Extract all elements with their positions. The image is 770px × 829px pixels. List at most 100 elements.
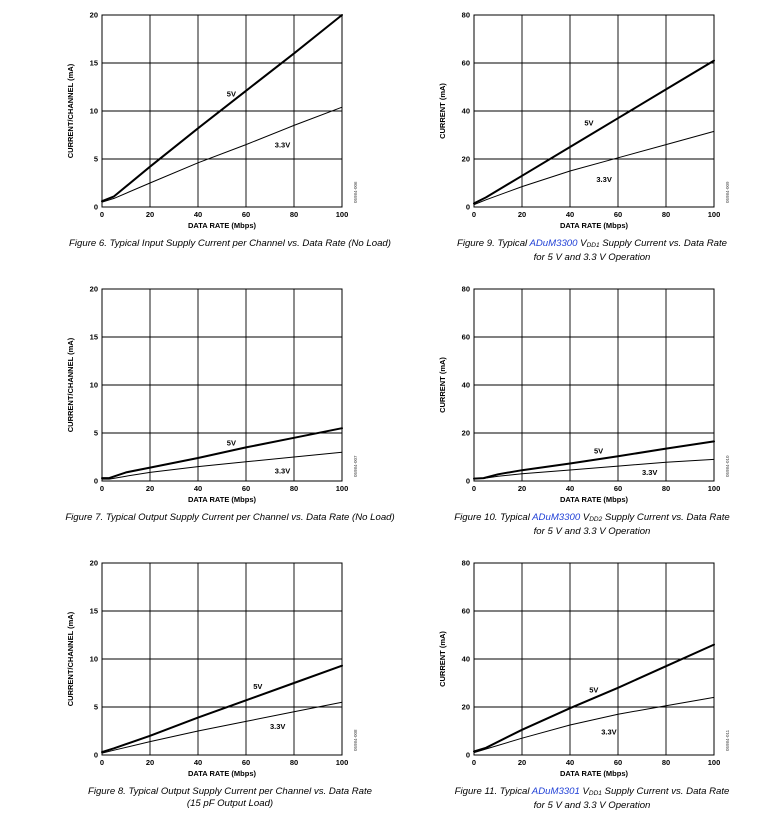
caption-line-1: Figure 9. Typical ADuM3300 VDD1 Supply C…	[412, 238, 770, 252]
series-line-5v	[473, 643, 715, 753]
y-tick-label: 40	[462, 381, 470, 390]
x-tick-label: 60	[614, 210, 622, 219]
y-tick-label: 60	[462, 333, 470, 342]
y-tick-label: 60	[462, 607, 470, 616]
y-tick-label: 0	[94, 751, 98, 760]
x-tick-label: 0	[472, 758, 476, 767]
y-tick-label: 0	[466, 203, 470, 212]
x-tick-label: 40	[566, 484, 574, 493]
x-axis-label: DATA RATE (Mbps)	[560, 495, 629, 504]
y-tick-label: 20	[462, 155, 470, 164]
caption-line-2: for 5 V and 3.3 V Operation	[533, 252, 651, 263]
x-tick-label: 0	[472, 210, 476, 219]
y-tick-label: 10	[90, 107, 98, 116]
part-number-link[interactable]: ADuM3301	[531, 786, 580, 797]
x-tick-label: 40	[194, 758, 202, 767]
y-axis-label: CURRENT (mA)	[438, 83, 447, 139]
chart-3: 0 20 40 60 80 100 0 5 10 15 20 DATA RATE (Mbps) CURR…	[66, 285, 358, 504]
y-tick-label: 80	[462, 285, 470, 294]
x-tick-label: 80	[290, 484, 298, 493]
figure-caption: Figure 9. Typical ADuM3300 VDD1 Supply C…	[412, 238, 770, 264]
caption-text: Typical	[497, 238, 530, 249]
caption-text: V	[577, 238, 587, 249]
x-axis-label: DATA RATE (Mbps)	[188, 769, 257, 778]
x-tick-label: 0	[100, 758, 104, 767]
figure-caption: Figure 11. Typical ADuM3301 VDD1 Supply …	[412, 786, 770, 812]
caption-line-2: for 5 V and 3.3 V Operation	[533, 800, 651, 811]
file-id: 05984-006	[353, 181, 358, 203]
series-label-3_3v: 3.3V	[270, 722, 285, 731]
y-tick-label: 5	[94, 429, 98, 438]
x-tick-label: 40	[194, 210, 202, 219]
y-tick-label: 0	[94, 477, 98, 486]
x-tick-label: 0	[472, 484, 476, 493]
y-tick-label: 20	[462, 429, 470, 438]
y-tick-label: 40	[462, 655, 470, 664]
caption-text: Supply Current vs. Data Rate	[602, 512, 730, 523]
caption-text: DD1	[588, 790, 602, 797]
series-label-5v: 5V	[253, 682, 262, 691]
series-label-3_3v: 3.3V	[601, 728, 616, 737]
x-tick-label: 20	[146, 210, 154, 219]
series-label-5v: 5V	[584, 118, 593, 127]
plot-frame	[101, 14, 343, 208]
file-id: 05984-010	[725, 455, 730, 477]
y-tick-label: 5	[94, 155, 98, 164]
y-tick-label: 20	[90, 11, 98, 20]
x-tick-label: 40	[194, 484, 202, 493]
y-axis-label: CURRENT (mA)	[438, 631, 447, 687]
y-axis-label: CURRENT/CHANNEL (mA)	[66, 63, 75, 158]
y-tick-label: 80	[462, 11, 470, 20]
x-tick-label: 80	[662, 210, 670, 219]
x-axis-label: DATA RATE (Mbps)	[188, 495, 257, 504]
x-tick-label: 100	[708, 758, 721, 767]
caption-text: Typical Output Supply Current per Channe…	[105, 512, 395, 523]
figure-number: Figure 7.	[65, 512, 106, 523]
caption-line-2: for 5 V and 3.3 V Operation	[533, 526, 651, 537]
x-tick-label: 20	[146, 758, 154, 767]
series-line-3_3v	[473, 130, 715, 206]
series-label-3_3v: 3.3V	[596, 175, 611, 184]
caption-text: V	[579, 786, 589, 797]
y-tick-label: 15	[90, 59, 98, 68]
y-tick-label: 15	[90, 607, 98, 616]
y-tick-label: 5	[94, 703, 98, 712]
x-tick-label: 20	[518, 210, 526, 219]
series-label-5v: 5V	[227, 90, 236, 99]
x-tick-label: 100	[708, 484, 721, 493]
part-number-link[interactable]: ADuM3300	[532, 512, 581, 523]
x-tick-label: 20	[518, 758, 526, 767]
y-tick-label: 20	[90, 285, 98, 294]
caption-text: V	[580, 512, 590, 523]
series-line-5v	[101, 14, 343, 203]
figure-number: Figure 9.	[456, 238, 498, 249]
caption-text: DD1	[586, 242, 600, 249]
x-axis-label: DATA RATE (Mbps)	[188, 221, 257, 230]
series-label-3_3v: 3.3V	[642, 468, 657, 477]
series-line-5v	[473, 440, 715, 480]
series-line-3_3v	[473, 696, 715, 754]
figure-caption: Figure 7. Typical Output Supply Current …	[40, 512, 420, 524]
y-tick-label: 10	[90, 381, 98, 390]
x-tick-label: 60	[614, 758, 622, 767]
file-id: 05984-007	[353, 455, 358, 477]
figure-number: Figure 11.	[454, 786, 500, 797]
series-line-3_3v	[101, 106, 343, 203]
chart-1: 0 20 40 60 80 100 0 5 10 15 20 DATA RATE (Mbps) CURR…	[66, 11, 358, 230]
series-line-3_3v	[101, 451, 343, 480]
x-tick-label: 100	[336, 484, 349, 493]
y-tick-label: 20	[90, 559, 98, 568]
x-tick-label: 20	[146, 484, 154, 493]
y-tick-label: 20	[462, 703, 470, 712]
x-tick-label: 40	[566, 758, 574, 767]
figure-caption: Figure 6. Typical Input Supply Current p…	[40, 238, 420, 250]
x-tick-label: 60	[242, 210, 250, 219]
plot-frame	[473, 562, 715, 756]
x-tick-label: 80	[290, 210, 298, 219]
x-axis-label: DATA RATE (Mbps)	[560, 769, 629, 778]
series-label-5v: 5V	[594, 446, 603, 455]
caption-text: Typical Output Supply Current per Channe…	[128, 786, 373, 797]
caption-line-1: Figure 11. Typical ADuM3301 VDD1 Supply …	[412, 786, 770, 800]
caption-text: Supply Current vs. Data Rate	[601, 786, 730, 797]
part-number-link[interactable]: ADuM3300	[529, 238, 578, 249]
